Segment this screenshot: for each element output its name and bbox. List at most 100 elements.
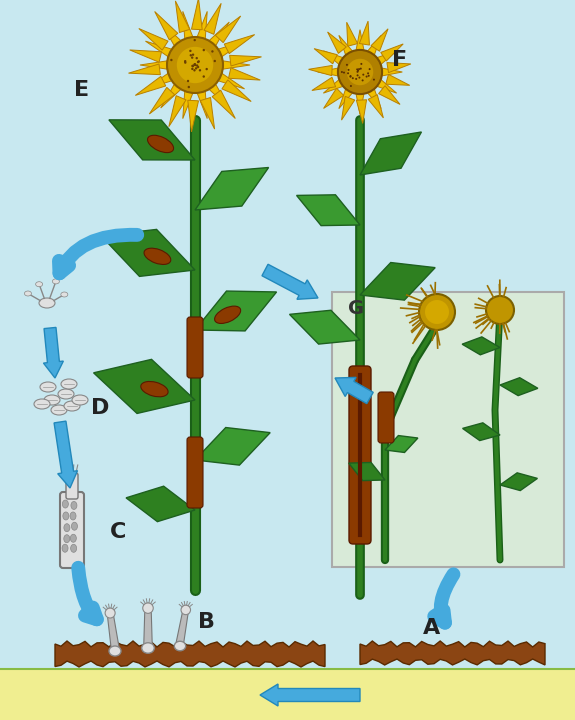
Polygon shape [323,51,343,65]
Polygon shape [101,230,195,276]
Polygon shape [195,291,277,331]
Polygon shape [323,79,343,93]
Polygon shape [386,74,410,86]
Circle shape [347,72,349,74]
Polygon shape [209,84,229,108]
Circle shape [373,78,375,81]
Polygon shape [145,73,172,89]
Polygon shape [339,35,352,55]
FancyBboxPatch shape [60,492,84,568]
Ellipse shape [144,248,171,264]
Circle shape [338,50,382,94]
Polygon shape [126,486,195,522]
Circle shape [194,63,196,66]
Polygon shape [500,473,538,490]
Polygon shape [342,96,355,120]
Circle shape [356,74,359,76]
Circle shape [347,69,350,71]
Circle shape [143,603,154,613]
Polygon shape [262,264,318,300]
Circle shape [356,71,358,73]
Circle shape [350,76,351,78]
Polygon shape [377,79,397,93]
Circle shape [361,63,362,65]
Polygon shape [128,64,160,75]
Circle shape [343,71,345,73]
Polygon shape [44,328,63,378]
Circle shape [193,63,196,66]
Circle shape [194,39,196,41]
Ellipse shape [58,389,74,399]
Ellipse shape [39,298,55,308]
Circle shape [167,37,223,93]
Ellipse shape [61,292,68,297]
Text: E: E [74,80,90,100]
Polygon shape [356,94,364,114]
Ellipse shape [109,646,121,656]
Polygon shape [317,68,338,76]
Circle shape [170,59,172,61]
Polygon shape [367,89,381,109]
Polygon shape [260,684,360,706]
Circle shape [360,68,362,70]
FancyBboxPatch shape [349,366,371,544]
Polygon shape [155,12,178,40]
Ellipse shape [71,522,78,530]
Ellipse shape [51,405,67,415]
Polygon shape [183,91,193,119]
Circle shape [425,300,449,324]
Polygon shape [176,610,189,642]
Circle shape [189,50,191,52]
Ellipse shape [70,534,76,542]
Polygon shape [145,41,172,57]
Ellipse shape [52,279,59,284]
Polygon shape [107,613,119,647]
Polygon shape [222,80,251,102]
Circle shape [486,296,514,324]
Circle shape [419,294,455,330]
Circle shape [358,76,361,78]
Polygon shape [297,195,360,225]
Polygon shape [54,421,78,488]
Polygon shape [324,89,344,109]
Polygon shape [371,29,388,51]
Polygon shape [378,86,400,104]
Ellipse shape [64,523,70,531]
Polygon shape [55,641,325,667]
Circle shape [213,60,216,62]
Text: G: G [348,299,364,318]
Polygon shape [160,84,181,108]
Ellipse shape [61,379,77,389]
Polygon shape [109,120,195,160]
Polygon shape [169,96,186,127]
Circle shape [369,68,371,70]
Polygon shape [382,68,402,76]
Polygon shape [312,77,336,91]
Circle shape [341,71,343,73]
Ellipse shape [214,306,241,323]
Circle shape [350,85,352,87]
Circle shape [198,60,200,63]
Polygon shape [500,378,538,395]
Circle shape [192,53,194,56]
Circle shape [199,69,201,71]
Polygon shape [328,32,346,53]
Circle shape [191,68,194,70]
Polygon shape [387,63,411,73]
Polygon shape [349,462,385,481]
Circle shape [367,72,369,74]
Polygon shape [368,95,384,118]
Polygon shape [204,4,221,35]
Polygon shape [309,66,332,76]
Polygon shape [290,310,360,344]
Circle shape [355,78,357,80]
FancyBboxPatch shape [378,392,394,443]
Polygon shape [224,35,255,53]
Polygon shape [462,337,500,355]
Polygon shape [197,12,207,39]
Ellipse shape [63,512,69,520]
Circle shape [105,608,115,618]
Ellipse shape [71,544,76,552]
Polygon shape [130,50,162,62]
Ellipse shape [34,399,50,409]
